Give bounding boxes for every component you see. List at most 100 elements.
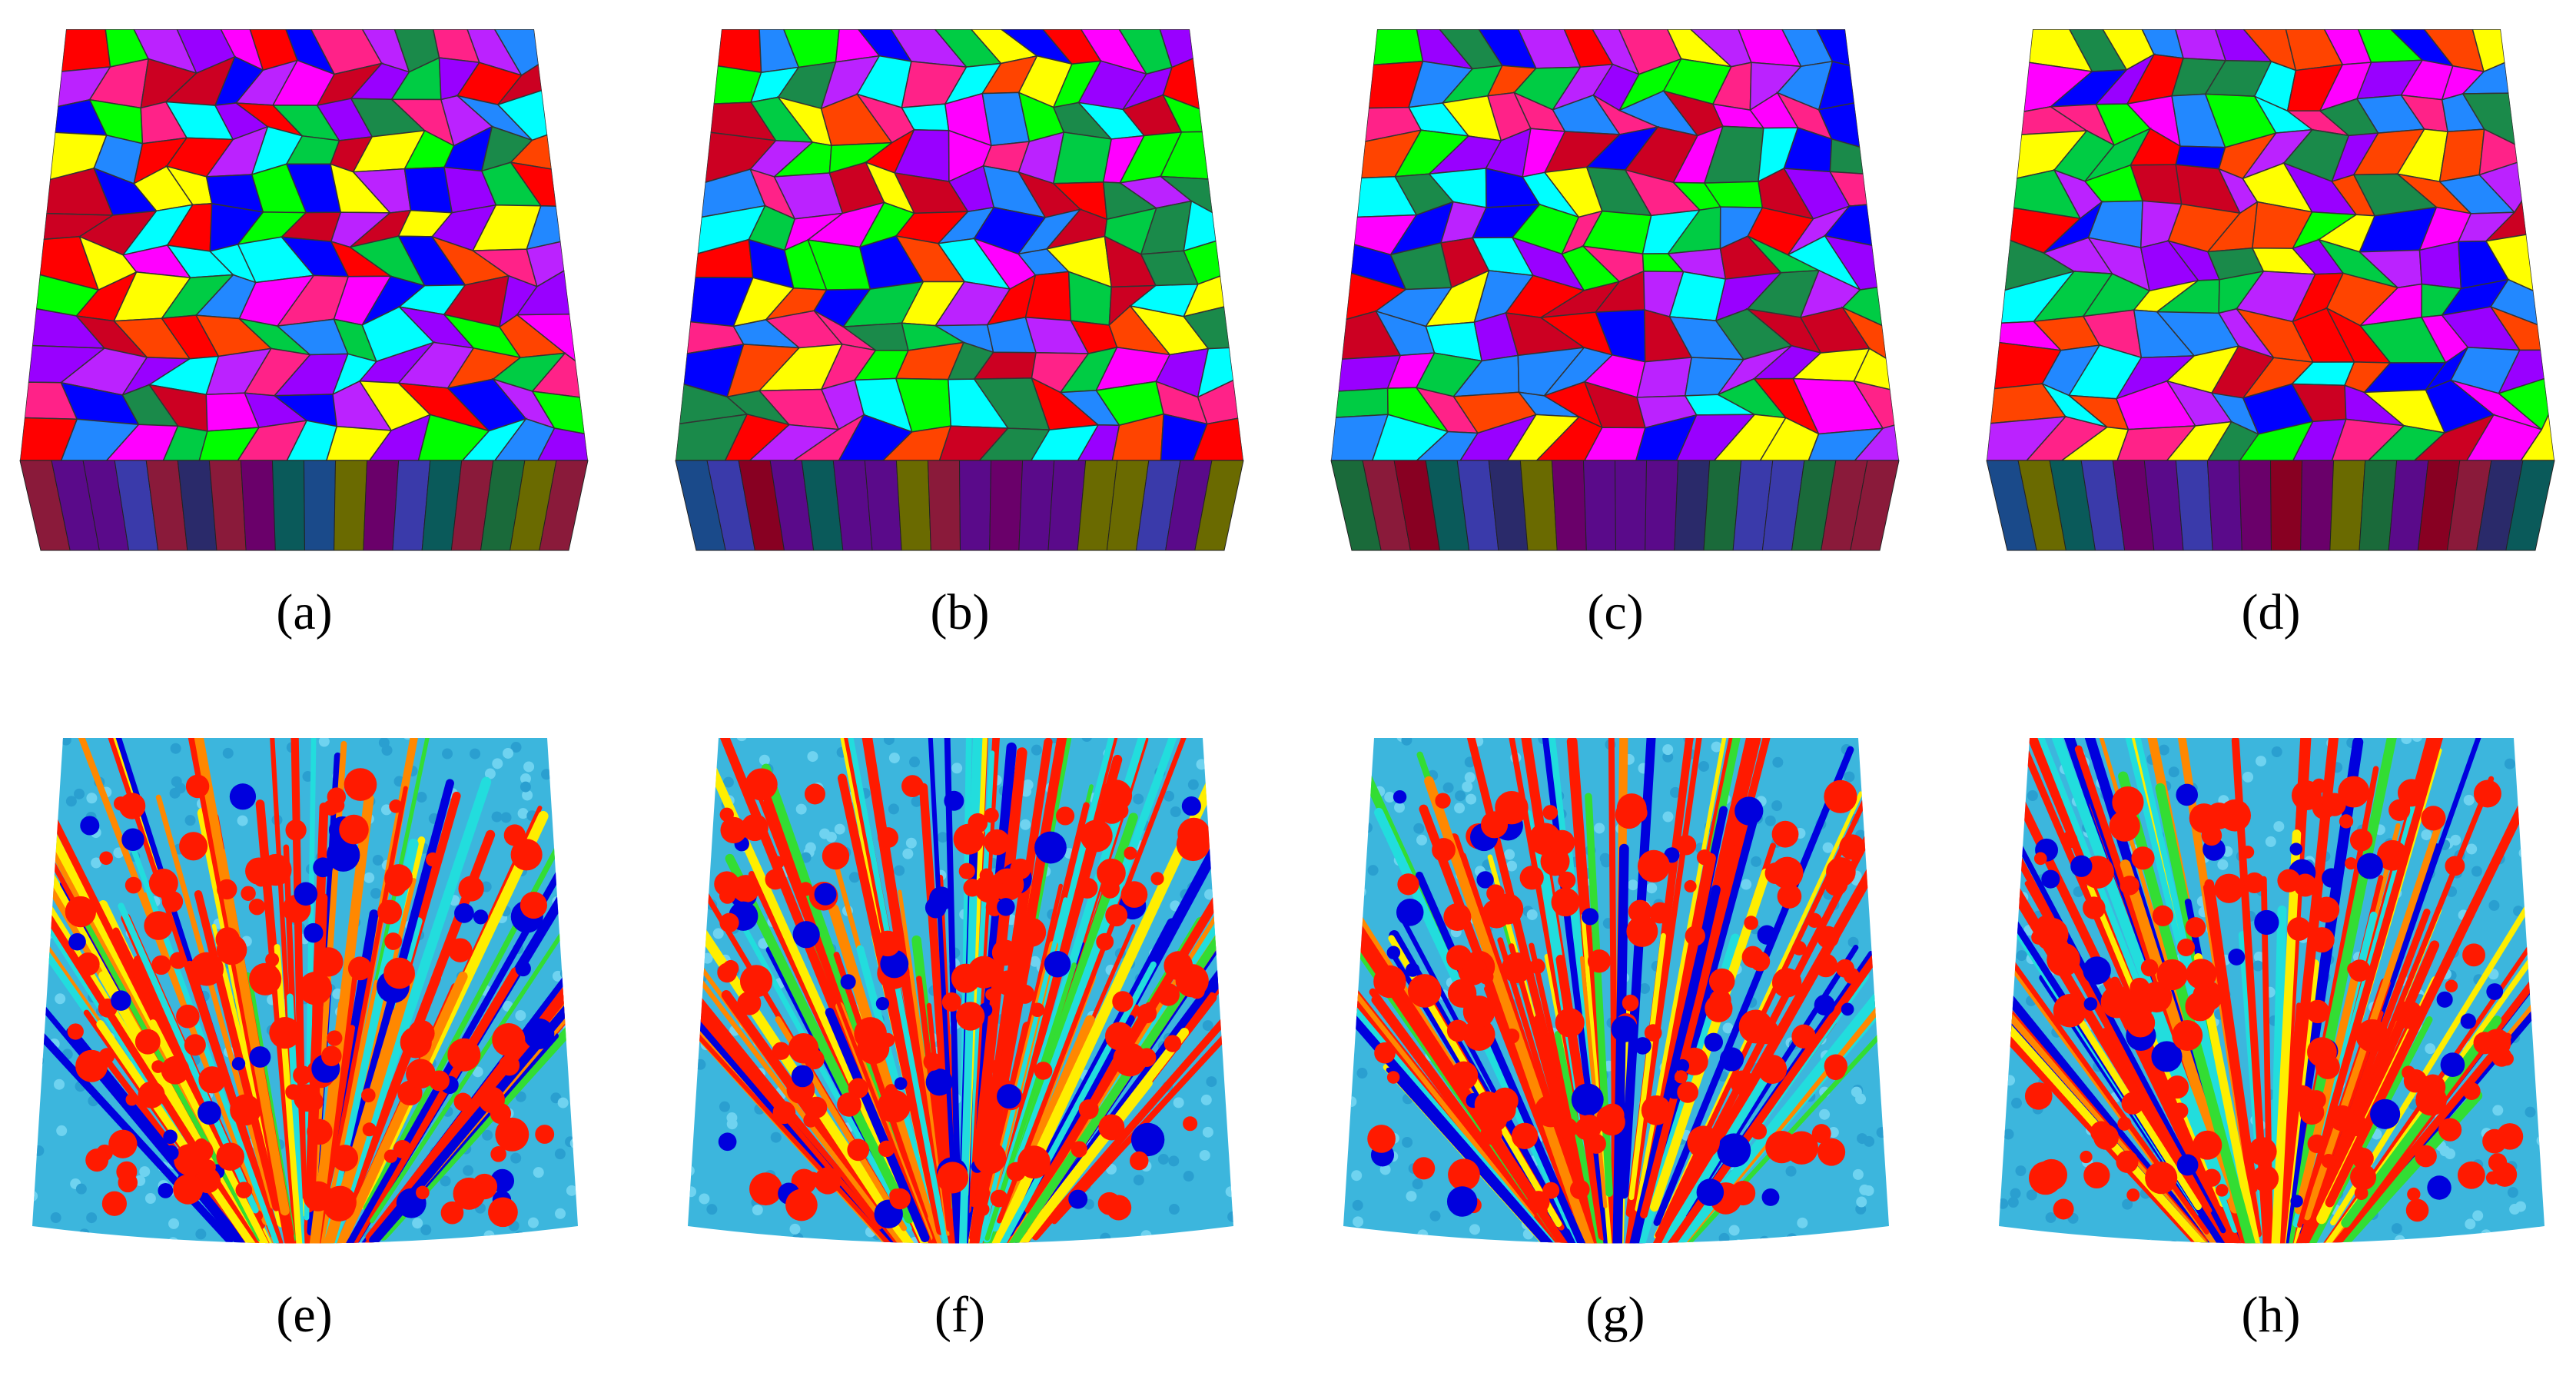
matrix-atom xyxy=(510,742,522,753)
matrix-atom xyxy=(2273,821,2285,833)
matrix-atom xyxy=(2504,758,2515,769)
defect-cluster xyxy=(2186,959,2217,990)
matrix-atom xyxy=(692,946,704,958)
side-stripe xyxy=(1645,460,1679,551)
defect-cluster xyxy=(163,1129,178,1145)
defect-cluster xyxy=(1577,1115,1602,1139)
matrix-atom xyxy=(1722,1022,1734,1034)
defect-cluster xyxy=(1644,1024,1662,1042)
defect-streak xyxy=(2303,814,2445,1221)
matrix-atom xyxy=(1884,999,1889,1011)
grain xyxy=(1335,387,1389,418)
defect-cluster xyxy=(2035,918,2069,951)
matrix-atom xyxy=(515,1091,526,1102)
matrix-atom xyxy=(1164,790,1175,802)
matrix-atom xyxy=(1168,1204,1180,1215)
matrix-atom xyxy=(1401,738,1412,746)
defect-streak xyxy=(2011,787,2239,1244)
matrix-atom xyxy=(1173,1097,1184,1108)
atom-view xyxy=(1343,738,1889,1244)
matrix-atom xyxy=(1354,794,1366,806)
matrix-atom xyxy=(905,837,917,849)
matrix-atom xyxy=(573,1060,578,1072)
defect-cluster xyxy=(1474,1091,1502,1118)
defect-cluster xyxy=(116,1161,138,1182)
side-stripe xyxy=(927,460,961,551)
matrix-atom xyxy=(1999,876,2008,888)
defect-cluster xyxy=(2462,1082,2481,1100)
defect-cluster xyxy=(1596,1105,1622,1131)
defect-cluster xyxy=(1412,1157,1436,1180)
defect-cluster xyxy=(179,832,208,861)
matrix-atom xyxy=(2027,790,2038,802)
matrix-atom xyxy=(1772,756,1784,768)
matrix-atom xyxy=(2158,744,2169,756)
defect-cluster xyxy=(2151,1041,2183,1072)
defect-cluster xyxy=(1696,849,1713,866)
atom-view xyxy=(1999,738,2544,1259)
matrix-atom xyxy=(883,738,895,746)
defect-cluster xyxy=(2201,825,2222,846)
defect-cluster xyxy=(2176,1154,2199,1176)
defect-cluster xyxy=(1480,811,1509,839)
defect-cluster xyxy=(1534,1094,1568,1128)
matrix-atom xyxy=(736,738,748,742)
panel-label: (d) xyxy=(2242,584,2301,640)
defect-cluster xyxy=(814,1167,842,1195)
side-stripe xyxy=(1850,460,1900,551)
matrix-atom xyxy=(2256,756,2267,767)
matrix-atom xyxy=(1883,1116,1889,1128)
defect-streak xyxy=(2341,1015,2502,1228)
defect-cluster xyxy=(2312,778,2327,793)
defect-cluster xyxy=(837,1092,861,1117)
matrix-atom xyxy=(1884,756,1889,767)
defect-cluster xyxy=(65,896,97,928)
matrix-atom xyxy=(1844,771,1855,783)
matrix-atom xyxy=(688,866,696,877)
matrix-atom xyxy=(2168,766,2179,778)
matrix-atom xyxy=(1343,855,1355,866)
matrix-atom xyxy=(792,1232,804,1244)
matrix-atom xyxy=(688,1165,695,1177)
grain xyxy=(1160,413,1208,460)
matrix-atom xyxy=(1379,1164,1391,1175)
matrix-atom xyxy=(174,783,186,794)
matrix-atom xyxy=(1230,833,1233,844)
matrix-atom xyxy=(1764,815,1776,826)
defect-cluster xyxy=(1432,838,1456,862)
defect-cluster xyxy=(1738,1009,1773,1044)
defect-cluster xyxy=(2131,846,2155,870)
defect-streak xyxy=(2282,738,2398,1244)
defect-cluster xyxy=(1130,1151,1149,1171)
panel-label: (b) xyxy=(931,584,990,640)
matrix-atom xyxy=(695,808,707,819)
defect-cluster xyxy=(1396,899,1424,926)
panel-label: (c) xyxy=(1587,584,1643,640)
matrix-atom xyxy=(2130,1248,2141,1259)
defect-cluster xyxy=(2121,1092,2144,1115)
matrix-atom xyxy=(1346,1096,1357,1108)
defect-cluster xyxy=(1017,917,1047,947)
defect-cluster xyxy=(805,1096,828,1118)
defect-cluster xyxy=(241,886,256,902)
defect-cluster xyxy=(2083,1162,2110,1189)
matrix-atom xyxy=(2217,1247,2228,1258)
defect-cluster xyxy=(1015,984,1035,1004)
matrix-atom xyxy=(722,1235,733,1244)
matrix-atom xyxy=(2412,738,2423,743)
defect-cluster xyxy=(2228,948,2246,966)
matrix-atom xyxy=(556,767,567,779)
defect-cluster xyxy=(173,1174,204,1205)
matrix-atom xyxy=(1168,1155,1180,1167)
matrix-atom xyxy=(45,809,56,820)
defect-cluster xyxy=(1446,1186,1478,1217)
defect-cluster xyxy=(1725,821,1742,838)
defect-cluster xyxy=(1555,1008,1585,1038)
matrix-atom xyxy=(1865,796,1877,807)
defect-streak xyxy=(304,892,328,1206)
defect-cluster xyxy=(488,1197,518,1228)
defect-cluster xyxy=(1017,1145,1051,1179)
defect-cluster xyxy=(1626,915,1658,947)
matrix-atom xyxy=(1526,909,1538,920)
